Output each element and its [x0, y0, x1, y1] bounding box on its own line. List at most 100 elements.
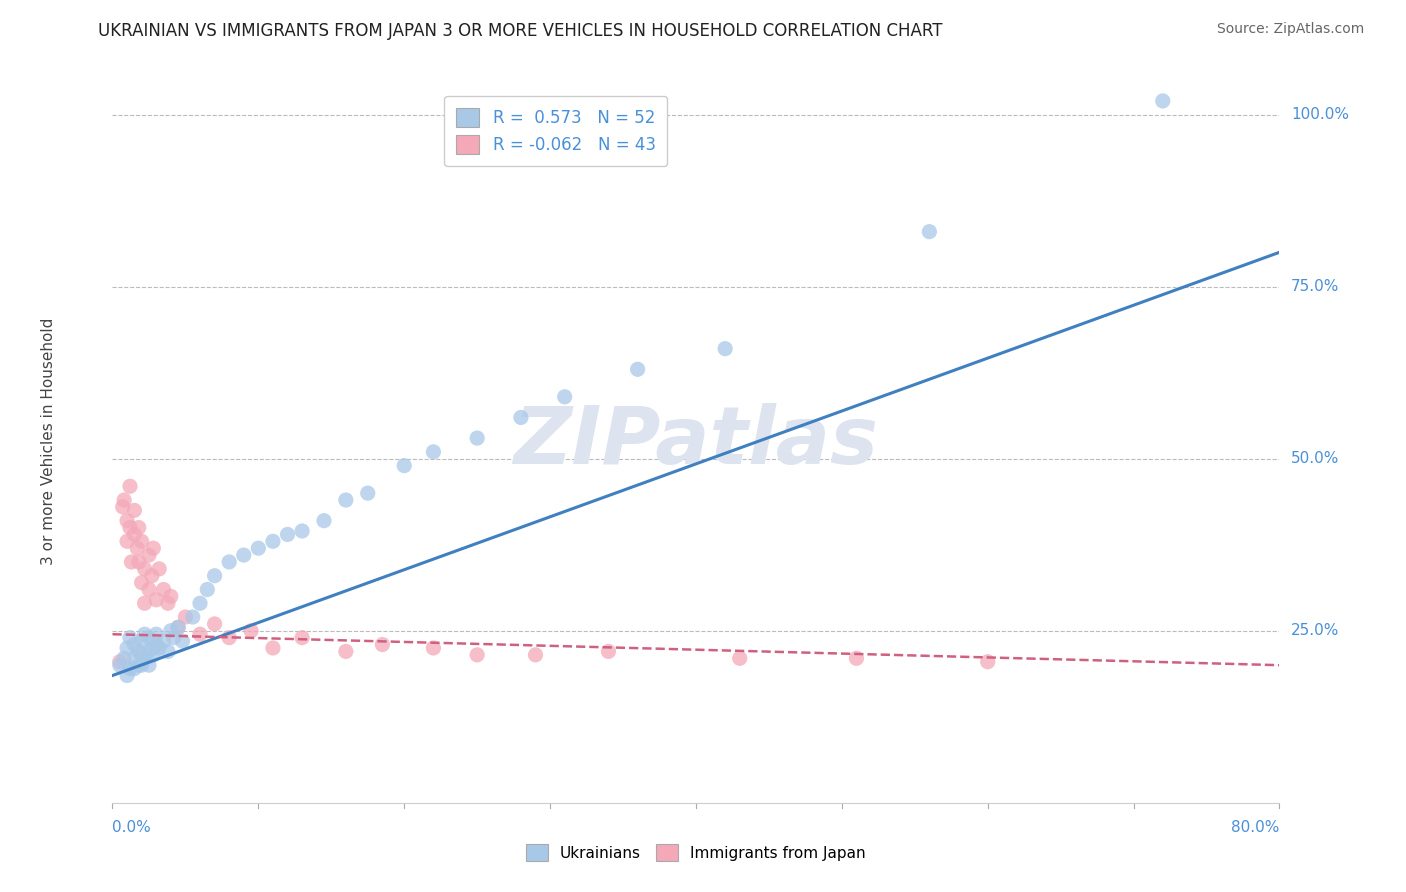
Point	[262, 640, 284, 655]
Point	[188, 596, 211, 610]
Point	[247, 541, 270, 556]
Point	[312, 514, 335, 528]
Point	[115, 668, 138, 682]
Point	[128, 555, 150, 569]
Point	[124, 662, 146, 676]
Point	[509, 410, 531, 425]
Point	[167, 620, 190, 634]
Point	[138, 582, 160, 597]
Point	[118, 479, 141, 493]
Point	[291, 524, 314, 538]
Point	[598, 644, 620, 658]
Point	[1152, 94, 1174, 108]
Point	[118, 520, 141, 534]
Point	[148, 640, 170, 655]
Point	[422, 640, 444, 655]
Point	[918, 225, 941, 239]
Point	[976, 655, 998, 669]
Text: 80.0%: 80.0%	[1232, 820, 1279, 835]
Point	[156, 596, 179, 610]
Point	[145, 638, 167, 652]
Point	[714, 342, 737, 356]
Point	[728, 651, 751, 665]
Point	[131, 658, 153, 673]
Point	[131, 634, 153, 648]
Point	[134, 596, 156, 610]
Text: 100.0%: 100.0%	[1291, 107, 1350, 122]
Text: UKRAINIAN VS IMMIGRANTS FROM JAPAN 3 OR MORE VEHICLES IN HOUSEHOLD CORRELATION C: UKRAINIAN VS IMMIGRANTS FROM JAPAN 3 OR …	[98, 22, 943, 40]
Point	[160, 590, 183, 604]
Text: 50.0%: 50.0%	[1291, 451, 1340, 467]
Point	[204, 568, 226, 582]
Point	[112, 651, 135, 665]
Point	[394, 458, 416, 473]
Point	[118, 631, 141, 645]
Point	[172, 634, 194, 648]
Point	[124, 651, 146, 665]
Point	[112, 493, 135, 508]
Point	[108, 655, 131, 669]
Point	[357, 486, 380, 500]
Legend: Ukrainians, Immigrants from Japan: Ukrainians, Immigrants from Japan	[520, 838, 872, 867]
Point	[115, 514, 138, 528]
Point	[152, 582, 174, 597]
Point	[371, 638, 394, 652]
Point	[131, 648, 153, 662]
Point	[524, 648, 547, 662]
Point	[181, 610, 204, 624]
Point	[131, 534, 153, 549]
Point	[120, 555, 142, 569]
Point	[291, 631, 314, 645]
Point	[108, 658, 131, 673]
Point	[145, 627, 167, 641]
Point	[335, 644, 357, 658]
Text: 3 or more Vehicles in Household: 3 or more Vehicles in Household	[41, 318, 56, 566]
Point	[152, 634, 174, 648]
Point	[845, 651, 868, 665]
Point	[422, 445, 444, 459]
Point	[128, 520, 150, 534]
Point	[128, 658, 150, 673]
Point	[554, 390, 576, 404]
Point	[218, 631, 240, 645]
Point	[111, 500, 134, 514]
Point	[627, 362, 650, 376]
Point	[465, 431, 488, 445]
Point	[115, 534, 138, 549]
Point	[145, 592, 167, 607]
Point	[163, 631, 186, 645]
Point	[142, 648, 165, 662]
Text: Source: ZipAtlas.com: Source: ZipAtlas.com	[1216, 22, 1364, 37]
Point	[124, 638, 146, 652]
Point	[141, 568, 163, 582]
Point	[148, 562, 170, 576]
Text: ZIPatlas: ZIPatlas	[513, 402, 879, 481]
Point	[134, 627, 156, 641]
Point	[131, 575, 153, 590]
Point	[142, 541, 165, 556]
Point	[127, 541, 149, 556]
Point	[138, 658, 160, 673]
Point	[262, 534, 284, 549]
Point	[142, 640, 165, 655]
Point	[188, 627, 211, 641]
Point	[124, 527, 146, 541]
Point	[465, 648, 488, 662]
Point	[134, 562, 156, 576]
Text: 0.0%: 0.0%	[112, 820, 152, 835]
Point	[232, 548, 254, 562]
Point	[115, 640, 138, 655]
Point	[174, 610, 197, 624]
Point	[124, 503, 146, 517]
Text: 25.0%: 25.0%	[1291, 624, 1340, 639]
Point	[160, 624, 183, 638]
Point	[204, 616, 226, 631]
Text: 75.0%: 75.0%	[1291, 279, 1340, 294]
Point	[276, 527, 298, 541]
Point	[195, 582, 218, 597]
Point	[240, 624, 263, 638]
Point	[128, 644, 150, 658]
Point	[134, 651, 156, 665]
Point	[218, 555, 240, 569]
Point	[138, 644, 160, 658]
